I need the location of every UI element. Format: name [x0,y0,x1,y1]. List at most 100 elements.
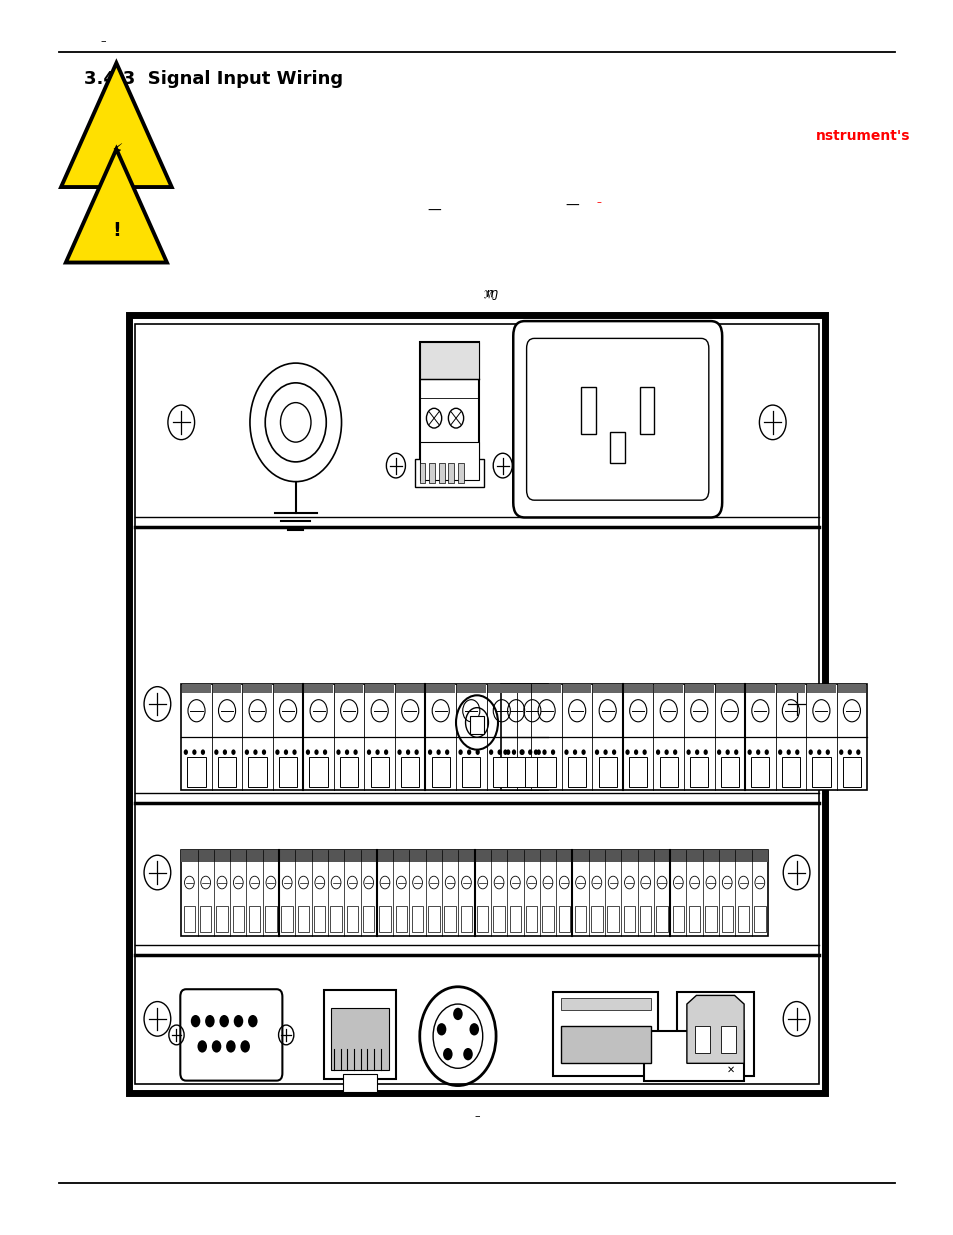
Circle shape [184,750,188,755]
Bar [213,684,241,693]
Bar [426,684,455,693]
Bar [737,906,748,932]
Bar [419,342,478,379]
Circle shape [733,750,738,755]
Circle shape [497,750,501,755]
Circle shape [756,750,760,755]
Bar [745,684,774,693]
Circle shape [353,750,357,755]
Circle shape [725,750,729,755]
Polygon shape [61,63,172,186]
Bar [448,463,454,483]
Circle shape [763,750,768,755]
Bar [591,906,602,932]
Bar [200,906,212,932]
Bar [370,757,389,787]
Bar [217,757,236,787]
Bar [330,906,341,932]
FancyBboxPatch shape [180,989,282,1081]
Bar [689,757,708,787]
Bar [216,906,228,932]
Bar [412,906,423,932]
Text: –: – [596,198,601,207]
Circle shape [442,1049,452,1061]
Text: –: – [474,1112,479,1121]
Circle shape [223,750,227,755]
Circle shape [231,750,235,755]
Circle shape [536,750,540,755]
Bar [581,388,595,435]
Bar [654,684,682,693]
Circle shape [855,750,860,755]
Bar [753,906,764,932]
Circle shape [193,750,196,755]
Bar [419,342,478,480]
Bar [181,850,767,936]
Circle shape [824,750,829,755]
Bar [593,684,621,693]
Text: –: – [100,36,106,46]
Bar [553,992,658,1076]
Bar [181,850,767,862]
Bar [444,906,456,932]
Circle shape [564,750,568,755]
Bar [470,716,483,734]
Bar [694,1026,709,1053]
Bar [362,906,374,932]
Circle shape [794,750,799,755]
Circle shape [397,750,401,755]
Bar [187,757,206,787]
Text: nstrument's: nstrument's [815,128,909,143]
Circle shape [778,750,781,755]
Bar [184,906,195,932]
Circle shape [200,750,205,755]
Bar [297,906,309,932]
Circle shape [345,750,349,755]
Circle shape [656,750,659,755]
Circle shape [463,1049,473,1061]
Circle shape [226,1040,235,1052]
Bar [575,906,586,932]
Bar [506,757,525,787]
Bar [324,990,395,1079]
Circle shape [519,750,524,755]
Bar [487,684,516,693]
Circle shape [436,750,440,755]
Text: —: — [427,204,440,219]
Bar [419,442,478,480]
Bar [456,684,485,693]
Bar [129,315,824,1093]
Bar [500,684,866,790]
Bar [343,1074,376,1092]
Circle shape [261,750,266,755]
Circle shape [240,1040,250,1052]
Circle shape [550,750,555,755]
Circle shape [444,750,449,755]
Circle shape [603,750,607,755]
Circle shape [191,1015,200,1028]
Bar [400,757,419,787]
Circle shape [292,750,296,755]
Circle shape [503,750,507,755]
Circle shape [817,750,821,755]
Bar [623,906,635,932]
Circle shape [306,750,310,755]
Circle shape [505,750,510,755]
Bar [639,388,654,435]
Bar [562,684,591,693]
Circle shape [786,750,790,755]
Bar [339,757,358,787]
Bar [656,906,667,932]
Bar [438,463,444,483]
Bar [841,757,861,787]
Circle shape [197,1040,207,1052]
Bar [704,906,716,932]
Circle shape [695,750,699,755]
Bar [304,684,333,693]
Circle shape [542,750,546,755]
Circle shape [233,1015,243,1028]
Circle shape [664,750,668,755]
Bar [677,992,753,1076]
Bar [395,906,407,932]
Circle shape [747,750,751,755]
